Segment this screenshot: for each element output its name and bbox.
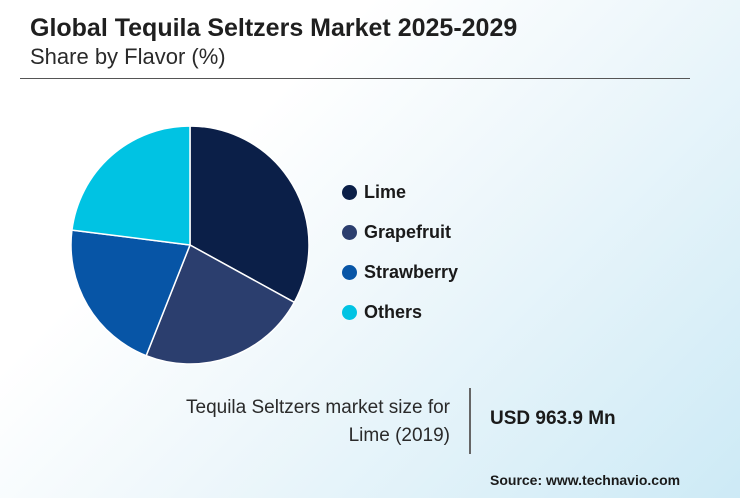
- market-size-value: USD 963.9 Mn: [490, 408, 616, 429]
- header-divider: [20, 78, 690, 79]
- legend-swatch-others: [342, 304, 357, 320]
- legend-item-others: Others: [342, 292, 458, 332]
- legend-label-grapefruit: Grapefruit: [364, 221, 452, 242]
- legend-item-grapefruit: Grapefruit: [342, 212, 458, 252]
- legend-swatch-strawberry: [342, 264, 357, 280]
- pie-slice-lime: [189, 125, 310, 304]
- pie-slice-others: [71, 125, 191, 246]
- market-size-label-line2: Lime (2019): [348, 425, 450, 446]
- legend-item-strawberry: Strawberry: [342, 252, 458, 292]
- market-size-label-line1: Tequila Seltzers market size for: [186, 397, 450, 418]
- chart-subtitle: Share by Flavor (%): [30, 44, 226, 69]
- legend-swatch-grapefruit: [342, 224, 357, 240]
- market-size-label: Tequila Seltzers market size for Lime (2…: [186, 394, 450, 450]
- source-credit: Source: www.technavio.com: [490, 472, 681, 488]
- legend: Lime Grapefruit Strawberry Others: [342, 172, 458, 332]
- pie-slice-grapefruit: [145, 243, 296, 365]
- stat-divider: [469, 388, 471, 454]
- legend-swatch-lime: [342, 184, 357, 200]
- legend-label-strawberry: Strawberry: [364, 261, 459, 282]
- chart-title: Global Tequila Seltzers Market 2025-2029: [30, 14, 518, 42]
- legend-label-lime: Lime: [364, 181, 407, 202]
- pie-slice-strawberry: [70, 229, 192, 357]
- legend-item-lime: Lime: [342, 172, 458, 212]
- legend-label-others: Others: [364, 301, 423, 322]
